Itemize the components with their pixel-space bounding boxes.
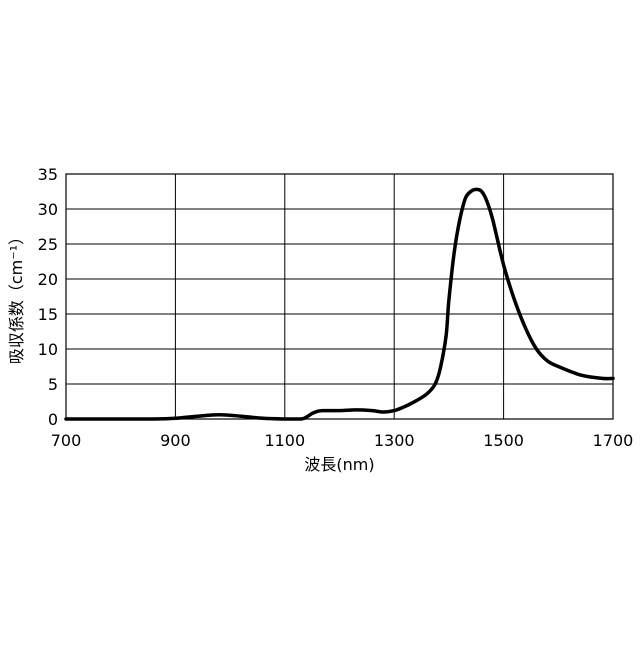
x-tick-label: 1300 (374, 431, 415, 450)
y-tick-label: 10 (38, 340, 58, 359)
y-tick-label: 35 (38, 165, 58, 184)
plot-frame (66, 174, 613, 419)
x-axis-ticks: 700 900 1100 1300 1500 1700 (51, 431, 634, 450)
y-axis-title: 吸収係数（cm⁻¹） (7, 229, 26, 364)
y-tick-label: 0 (48, 410, 58, 429)
y-tick-label: 20 (38, 270, 58, 289)
x-tick-label: 1100 (264, 431, 305, 450)
grid (66, 174, 613, 419)
y-axis-ticks: 0 5 10 15 20 25 30 35 (38, 165, 58, 429)
y-tick-label: 25 (38, 235, 58, 254)
y-tick-label: 30 (38, 200, 58, 219)
x-tick-label: 1500 (483, 431, 524, 450)
x-axis-title: 波長(nm) (304, 455, 374, 474)
y-tick-label: 5 (48, 375, 58, 394)
x-tick-label: 900 (160, 431, 191, 450)
x-tick-label: 700 (51, 431, 82, 450)
absorption-curve (66, 189, 613, 419)
y-tick-label: 15 (38, 305, 58, 324)
x-tick-label: 1700 (593, 431, 634, 450)
